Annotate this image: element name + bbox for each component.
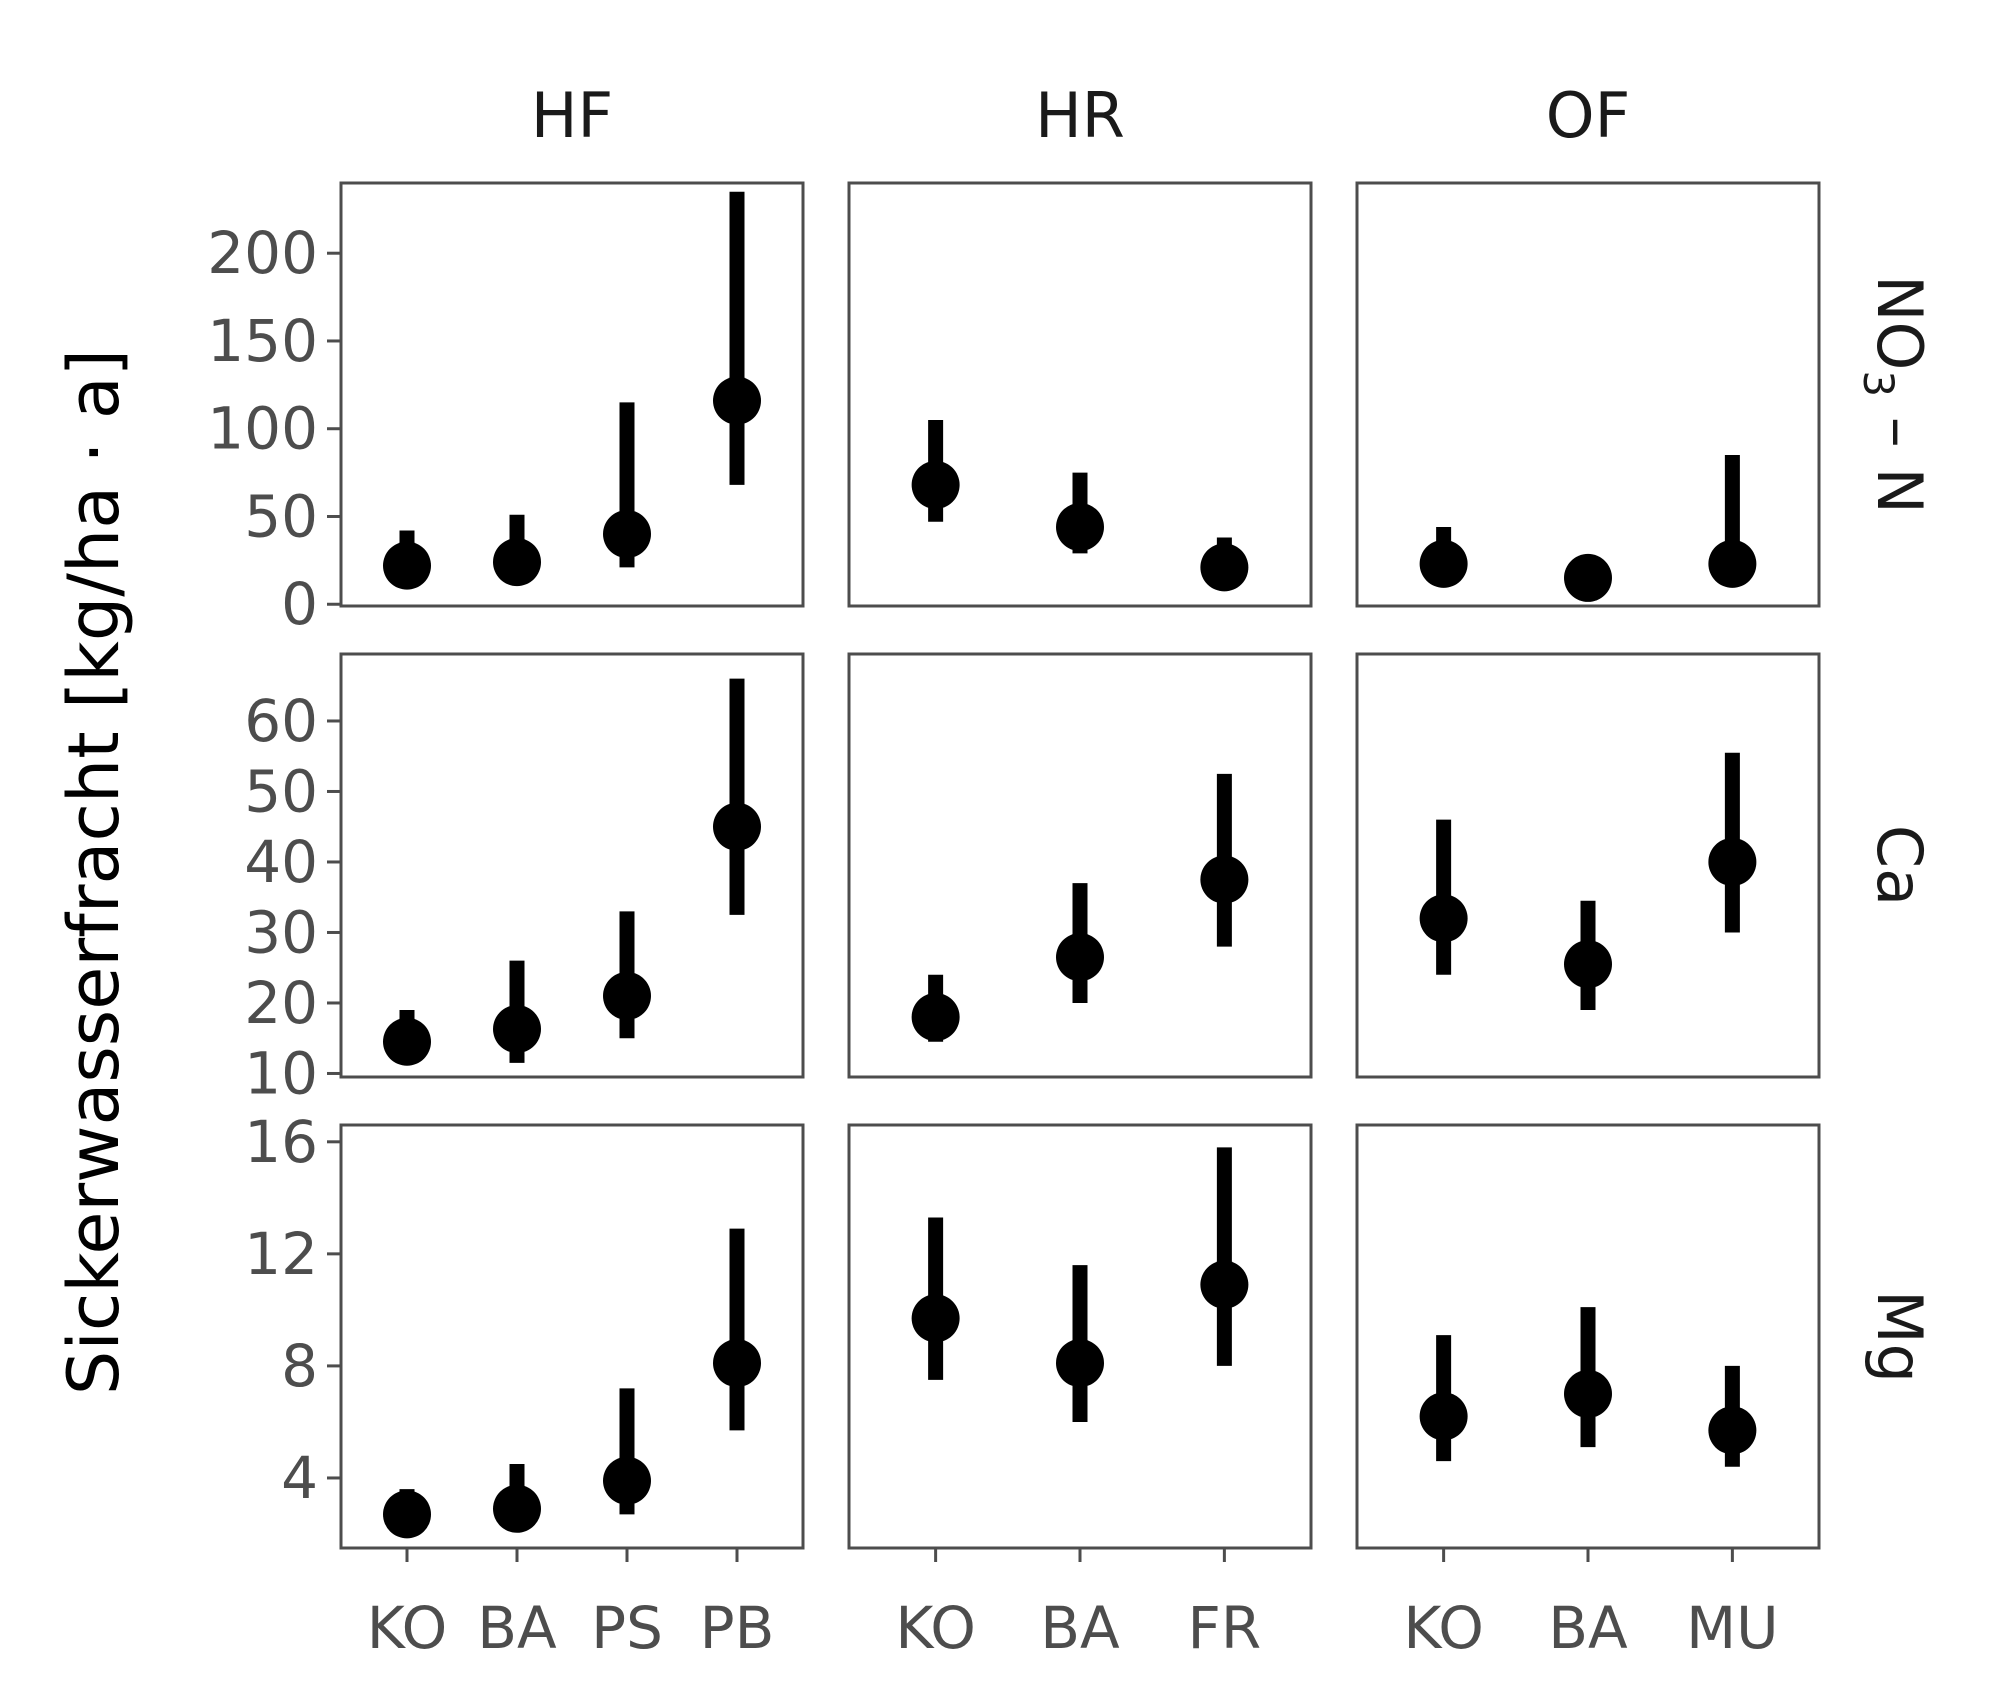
row-strip-main: Mg [1863,1290,1936,1383]
panel-frame [1355,181,1821,608]
x-tick-label: KO [895,1594,976,1662]
y-tick-label: 20 [244,969,318,1037]
y-tick-label: 12 [244,1220,318,1288]
data-point [1419,894,1468,943]
x-tick-label: BA [477,1594,557,1662]
data-point [493,538,541,587]
data-point [603,1456,651,1505]
panel-no3n-hr [847,181,1313,608]
data-point [1564,940,1612,989]
row-strip-no3n: NO3 – N [1854,275,1936,514]
column-strip-hf: HF [531,79,613,152]
y-tick-label: 10 [244,1039,318,1107]
data-point [603,971,651,1020]
y-tick-label: 40 [244,828,318,896]
data-point [603,510,651,559]
y-tick-label: 150 [207,307,318,375]
data-point [911,993,960,1042]
panel-ca-of [1355,652,1821,1079]
data-point [1056,503,1104,552]
row-strip-main: Ca [1863,825,1936,906]
x-tick-label: MU [1686,1594,1779,1662]
data-point [1056,933,1104,982]
x-tick-label: BA [1040,1594,1120,1662]
y-tick-label: 200 [207,219,318,287]
data-point [1564,553,1612,602]
data-point [1419,1392,1468,1441]
y-tick-label: 8 [281,1332,318,1400]
column-strip-of: OF [1546,79,1630,152]
y-tick-label: 4 [281,1444,318,1512]
row-strip-mg: Mg [1863,1290,1936,1383]
data-point [1708,837,1757,886]
y-tick-label: 50 [244,757,318,825]
panel-ca-hf [339,652,805,1079]
x-tick-label: PB [700,1594,775,1662]
data-point [1419,539,1468,588]
data-point [1708,1406,1757,1455]
x-tick-label: FR [1188,1594,1262,1662]
data-point [1200,855,1249,904]
x-tick-label: BA [1548,1594,1628,1662]
row-strip-ca: Ca [1863,825,1936,906]
y-tick-label: 16 [244,1108,318,1176]
x-tick-label: KO [367,1594,448,1662]
x-tick-label: KO [1403,1594,1484,1662]
y-tick-label: 30 [244,898,318,966]
row-strip-subscript: 3 [1854,370,1903,397]
panel-mg-hf [339,1123,805,1550]
row-strip-main: NO [1863,275,1936,370]
y-tick-label: 60 [244,687,318,755]
y-tick-label: 0 [281,570,318,638]
panel-ca-hr [847,652,1313,1079]
x-tick-label: PS [591,1594,663,1662]
y-axis-label: Sickerwasserfracht [kg/ha · a] [53,349,135,1395]
panel-frame [339,652,805,1079]
data-point [911,460,960,509]
panel-mg-hr [847,1123,1313,1550]
data-point [713,1339,761,1388]
column-strip-hr: HR [1035,79,1125,152]
panel-frame [339,1123,805,1550]
row-strip-rest: – N [1863,397,1936,514]
data-point [493,1005,541,1054]
data-point [493,1484,541,1533]
panel-no3n-of [1355,181,1821,608]
data-point [383,1017,431,1066]
data-point [1200,1260,1249,1309]
data-point [1708,539,1757,588]
data-point [713,376,761,425]
y-tick-label: 100 [207,395,318,463]
y-tick-label: 50 [244,482,318,550]
panel-no3n-hf [339,181,805,608]
data-point [1200,543,1249,592]
data-point [713,802,761,851]
data-point [383,541,431,590]
data-point [1564,1369,1612,1418]
panel-mg-of [1355,1123,1821,1550]
data-point [911,1294,960,1343]
data-point [1056,1339,1104,1388]
data-point [383,1490,431,1539]
